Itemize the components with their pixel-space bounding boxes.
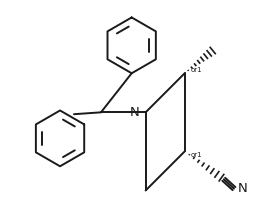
Text: or1: or1 [190,67,202,73]
Text: N: N [238,182,247,195]
Text: N: N [129,106,139,119]
Text: or1: or1 [190,152,202,158]
